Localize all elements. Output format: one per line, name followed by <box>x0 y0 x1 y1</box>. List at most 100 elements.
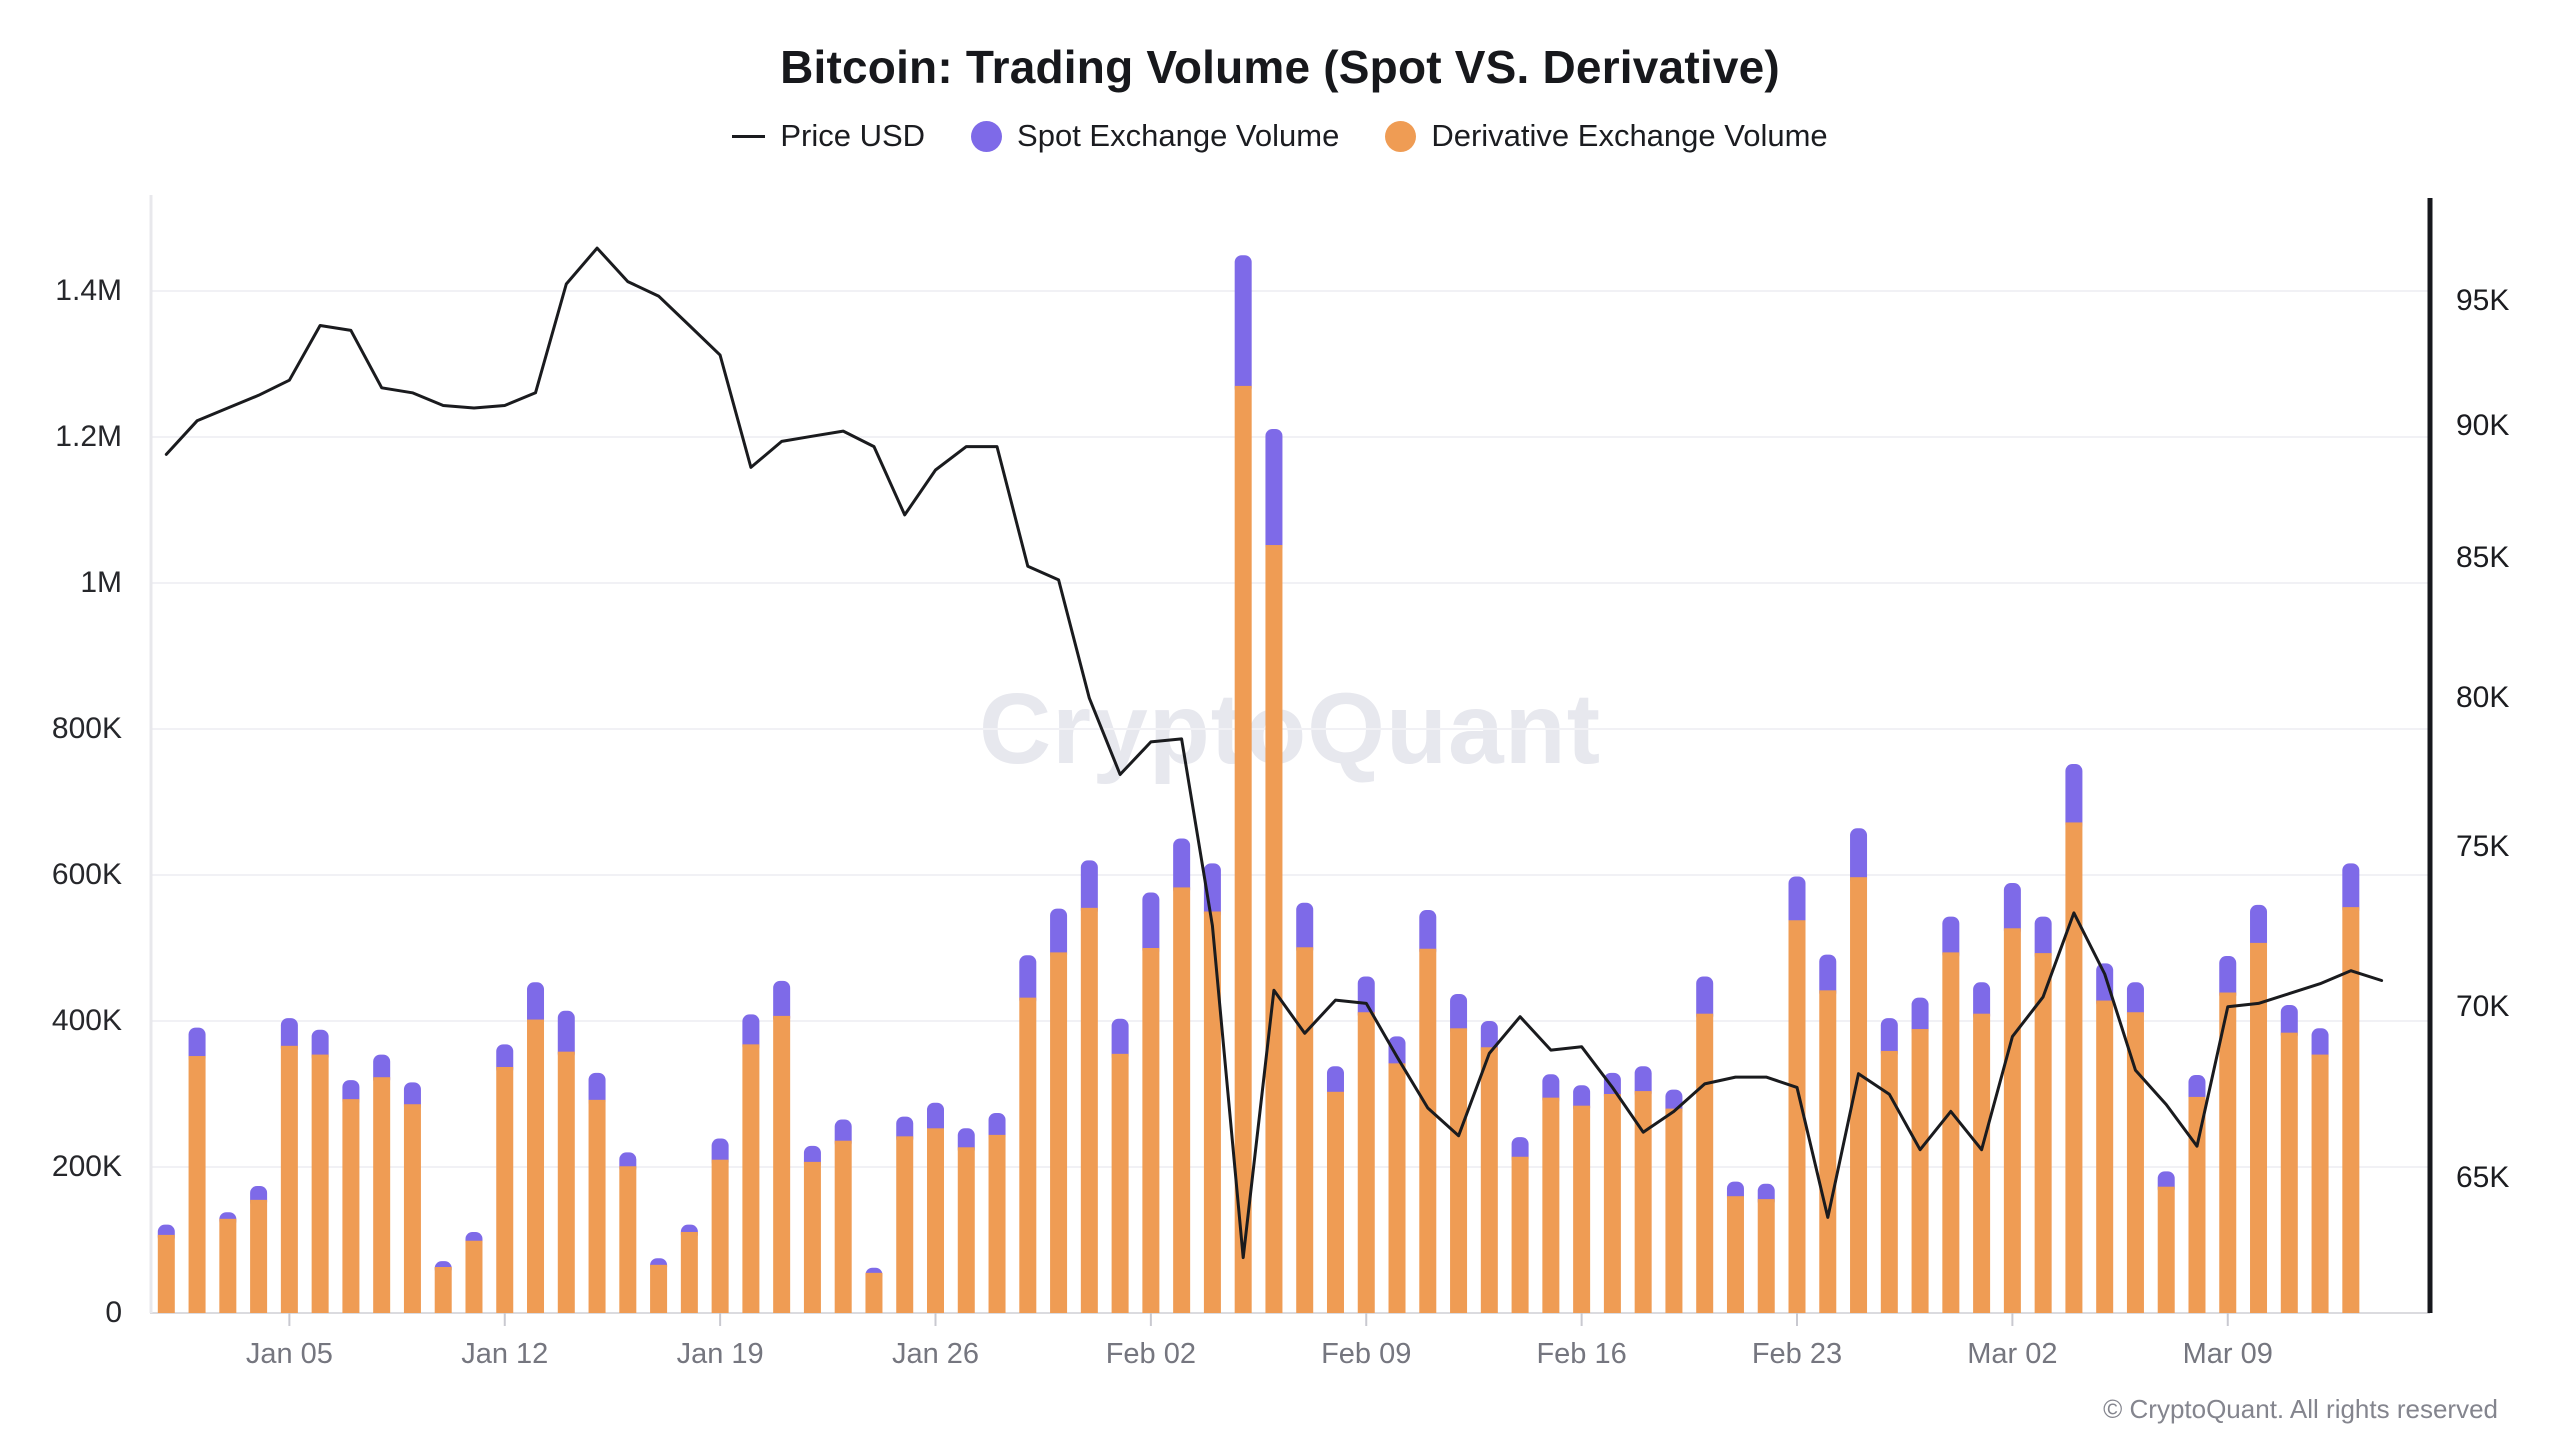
bar-mar-03[interactable] <box>2034 916 2052 1313</box>
bar-mar-01[interactable] <box>1973 982 1991 1313</box>
bar-feb-24[interactable] <box>1819 954 1837 1313</box>
bar-feb-25[interactable] <box>1850 828 1868 1313</box>
bar-jan-03[interactable] <box>219 1212 237 1313</box>
bar-feb-14[interactable] <box>1511 1137 1529 1313</box>
bar-mar-06[interactable] <box>2126 982 2144 1313</box>
bar-jan-25[interactable] <box>896 1116 914 1313</box>
bar-jan-13[interactable] <box>527 982 545 1313</box>
bar-feb-10[interactable] <box>1388 1036 1406 1313</box>
bar-feb-03[interactable] <box>1173 838 1191 1314</box>
bar-feb-27[interactable] <box>1911 997 1929 1313</box>
bar-feb-18[interactable] <box>1634 1066 1652 1313</box>
copyright-footer: © CryptoQuant. All rights reserved <box>2103 1394 2498 1424</box>
derivative-segment <box>2250 942 2268 1313</box>
x-axis-label-jan-12: Jan 12 <box>461 1338 549 1370</box>
bar-feb-26[interactable] <box>1880 1018 1898 1313</box>
bar-mar-07[interactable] <box>2157 1171 2175 1313</box>
bar-jan-08[interactable] <box>373 1054 391 1313</box>
bar-feb-08[interactable] <box>1326 1066 1344 1313</box>
x-axis-label-jan-05: Jan 05 <box>245 1338 333 1370</box>
bar-feb-13[interactable] <box>1480 1021 1498 1313</box>
derivative-segment <box>527 1019 545 1313</box>
spot-segment <box>1850 828 1868 887</box>
bar-jan-27[interactable] <box>957 1128 975 1313</box>
bar-feb-28[interactable] <box>1942 916 1960 1313</box>
bar-mar-04[interactable] <box>2065 764 2083 1313</box>
bar-feb-21[interactable] <box>1726 1181 1744 1313</box>
bar-jan-02[interactable] <box>188 1027 206 1313</box>
bar-jan-21[interactable] <box>773 980 791 1313</box>
bar-feb-23[interactable] <box>1788 876 1806 1313</box>
bar-jan-20[interactable] <box>742 1014 760 1313</box>
bar-jan-10[interactable] <box>434 1261 452 1313</box>
bar-feb-05[interactable] <box>1234 255 1252 1313</box>
bar-mar-12[interactable] <box>2311 1028 2329 1313</box>
bar-jan-04[interactable] <box>250 1185 268 1313</box>
bar-mar-11[interactable] <box>2280 1004 2298 1313</box>
bar-feb-15[interactable] <box>1542 1074 1560 1313</box>
bar-mar-13[interactable] <box>2342 863 2360 1313</box>
derivative-segment <box>280 1045 298 1313</box>
bar-feb-02[interactable] <box>1142 892 1160 1313</box>
bar-jan-29[interactable] <box>1019 955 1037 1313</box>
derivative-segment <box>2280 1032 2298 1313</box>
legend-item-derivative-volume[interactable]: Derivative Exchange Volume <box>1385 118 1828 154</box>
bar-jan-16[interactable] <box>619 1152 637 1313</box>
spot-segment <box>2219 956 2237 1002</box>
bar-feb-01[interactable] <box>1111 1018 1129 1313</box>
bar-mar-08[interactable] <box>2188 1075 2206 1313</box>
bar-jan-31[interactable] <box>1080 860 1098 1313</box>
bar-jan-09[interactable] <box>403 1082 421 1313</box>
bar-feb-11[interactable] <box>1419 910 1437 1313</box>
bar-jan-24[interactable] <box>865 1267 883 1313</box>
bar-jan-22[interactable] <box>803 1145 821 1313</box>
bar-feb-09[interactable] <box>1357 976 1375 1313</box>
bar-jan-23[interactable] <box>834 1119 852 1313</box>
bar-jan-12[interactable] <box>496 1044 514 1313</box>
legend-item-spot-volume[interactable]: Spot Exchange Volume <box>971 118 1339 154</box>
bar-mar-02[interactable] <box>2003 883 2021 1313</box>
derivative-segment <box>1757 1199 1775 1313</box>
x-axis-label-jan-26: Jan 26 <box>891 1338 980 1370</box>
bar-feb-16[interactable] <box>1573 1085 1591 1313</box>
bar-jan-28[interactable] <box>988 1112 1006 1313</box>
right-axis-label-75K: 75K <box>2456 830 2510 864</box>
bar-jan-19[interactable] <box>711 1138 729 1313</box>
bar-feb-19[interactable] <box>1665 1089 1683 1313</box>
derivative-segment <box>1665 1108 1683 1313</box>
bar-mar-09[interactable] <box>2219 956 2237 1313</box>
bar-mar-05[interactable] <box>2096 963 2114 1313</box>
bar-mar-10[interactable] <box>2250 904 2268 1313</box>
legend-item-price-usd[interactable]: Price USD <box>732 118 925 154</box>
bar-feb-07[interactable] <box>1296 902 1314 1313</box>
spot-segment <box>2003 883 2021 938</box>
derivative-segment <box>1388 1063 1406 1313</box>
bar-feb-22[interactable] <box>1757 1183 1775 1313</box>
bar-jan-07[interactable] <box>342 1080 360 1313</box>
spot-segment <box>1296 902 1314 957</box>
bar-feb-20[interactable] <box>1696 976 1714 1313</box>
x-axis-label-feb-09: Feb 09 <box>1321 1338 1412 1370</box>
bar-jan-11[interactable] <box>465 1231 483 1313</box>
derivative-segment <box>1973 1013 1991 1313</box>
derivative-segment <box>1788 920 1806 1313</box>
bar-feb-06[interactable] <box>1265 428 1283 1313</box>
right-axis-label-90K: 90K <box>2456 408 2510 442</box>
bar-feb-17[interactable] <box>1603 1072 1621 1313</box>
bar-jan-14[interactable] <box>557 1010 575 1313</box>
bar-jan-18[interactable] <box>680 1224 698 1313</box>
spot-segment <box>1111 1018 1129 1063</box>
bar-jan-15[interactable] <box>588 1072 606 1313</box>
bar-jan-06[interactable] <box>311 1029 329 1313</box>
derivative-segment <box>434 1267 452 1313</box>
bar-jan-05[interactable] <box>280 1018 298 1313</box>
bar-feb-12[interactable] <box>1450 993 1468 1313</box>
bar-jan-30[interactable] <box>1050 908 1068 1313</box>
bar-jan-26[interactable] <box>927 1102 944 1313</box>
x-axis-label-mar-02: Mar 02 <box>1967 1338 2058 1370</box>
bar-jan-01[interactable] <box>157 1224 175 1313</box>
bar-jan-17[interactable] <box>650 1258 668 1313</box>
price-line[interactable] <box>164 246 2384 1260</box>
right-axis-label-80K: 80K <box>2456 681 2510 715</box>
